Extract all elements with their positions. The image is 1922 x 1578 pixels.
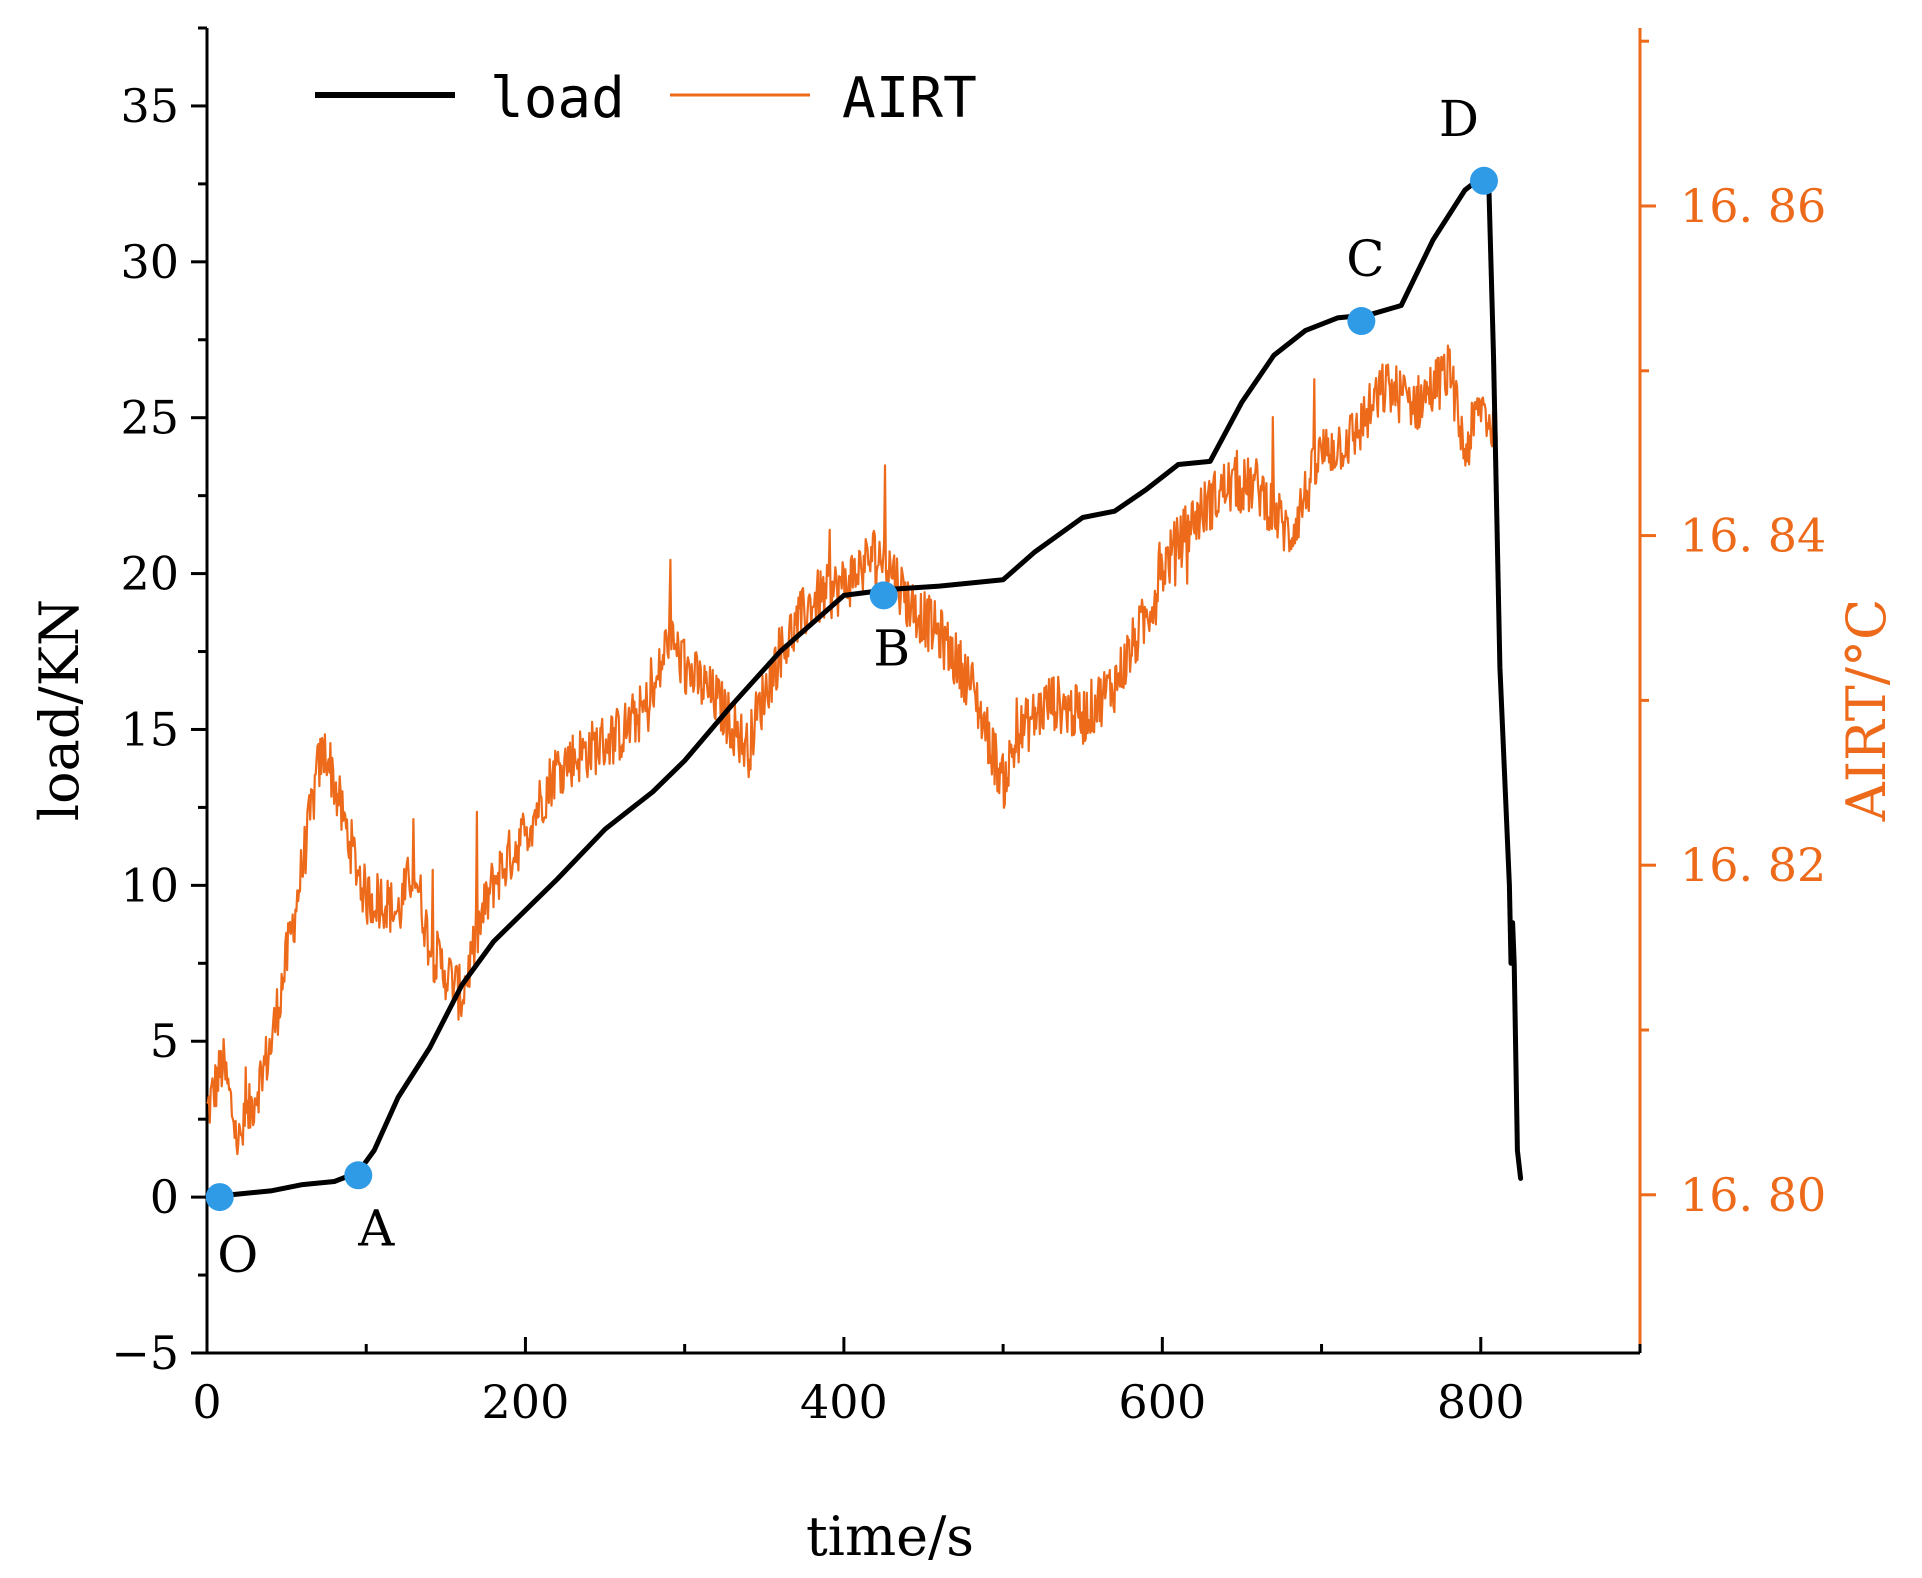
- y-left-tick-label: 35: [120, 79, 179, 133]
- load-series-layer: [204, 175, 1524, 1200]
- point-c-label: C: [1346, 230, 1384, 288]
- y-left-tick-label: 25: [120, 391, 179, 445]
- x-axis-title: time/s: [806, 1505, 974, 1568]
- y-right-tick-label: 16. 86: [1680, 179, 1826, 233]
- y-left-tick-label: 10: [120, 858, 179, 912]
- y-left-axis-title: load/KN: [28, 599, 91, 821]
- y-left-tick-label: 15: [120, 702, 179, 756]
- point-a-marker: [344, 1161, 373, 1190]
- legend-airt-label: AIRT: [842, 66, 977, 131]
- y-right-tick-label: 16. 82: [1680, 838, 1826, 892]
- point-c-marker: [1347, 307, 1376, 336]
- y-left-tick-label: 20: [120, 547, 179, 601]
- x-tick-label: 800: [1437, 1375, 1525, 1429]
- annotated-points-layer: O A B C D: [205, 90, 1498, 1284]
- legend-load-label: load: [490, 66, 625, 131]
- legend: load AIRT: [315, 66, 977, 131]
- point-d-marker: [1469, 166, 1498, 195]
- point-d-label: D: [1439, 90, 1479, 148]
- load-series-line: [204, 175, 1524, 1200]
- y-left-tick-label: 5: [150, 1014, 179, 1068]
- y-right-axis-title: AIRT/°C: [1835, 599, 1898, 823]
- y-right-tick-label: 16. 80: [1680, 1168, 1826, 1222]
- x-tick-label: 600: [1118, 1375, 1206, 1429]
- point-o-marker: [205, 1183, 234, 1212]
- point-b-marker: [869, 581, 898, 610]
- point-b-label: B: [873, 619, 910, 677]
- x-tick-label: 0: [192, 1375, 221, 1429]
- airt-series-layer: [206, 344, 1498, 1156]
- y-right-tick-label: 16. 84: [1680, 509, 1826, 563]
- y-left-tick-label: −5: [111, 1326, 179, 1380]
- airt-series-line: [206, 344, 1498, 1156]
- y-left-tick-label: 0: [150, 1170, 179, 1224]
- x-tick-label: 400: [800, 1375, 888, 1429]
- point-o-label: O: [217, 1226, 258, 1284]
- y-left-tick-label: 30: [120, 235, 179, 289]
- point-a-label: A: [357, 1199, 395, 1257]
- x-tick-label: 200: [482, 1375, 570, 1429]
